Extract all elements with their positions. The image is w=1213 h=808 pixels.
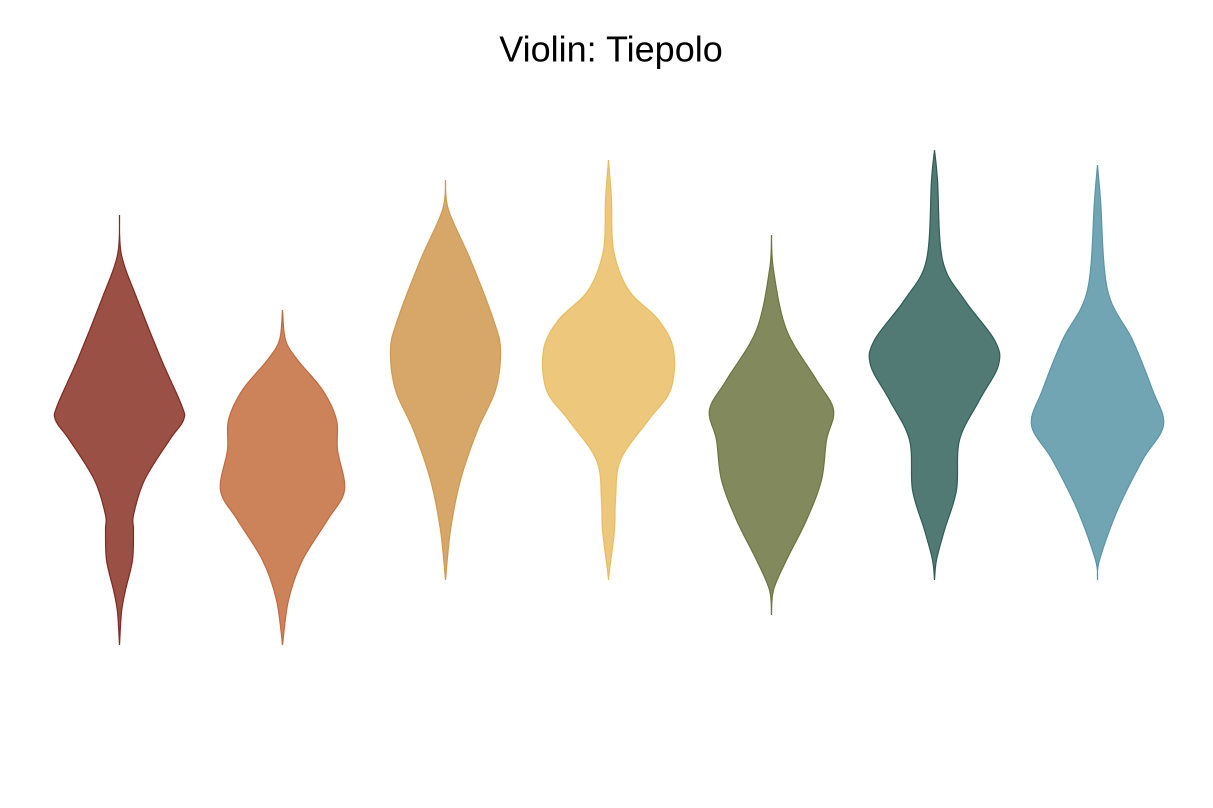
violin [389, 179, 502, 581]
violin [53, 214, 186, 646]
violin [708, 234, 835, 616]
violin [219, 309, 346, 646]
chart-title: Violin: Tiepolo [499, 29, 723, 70]
violin [541, 159, 676, 581]
violin [1030, 164, 1165, 581]
violin [868, 149, 1001, 581]
